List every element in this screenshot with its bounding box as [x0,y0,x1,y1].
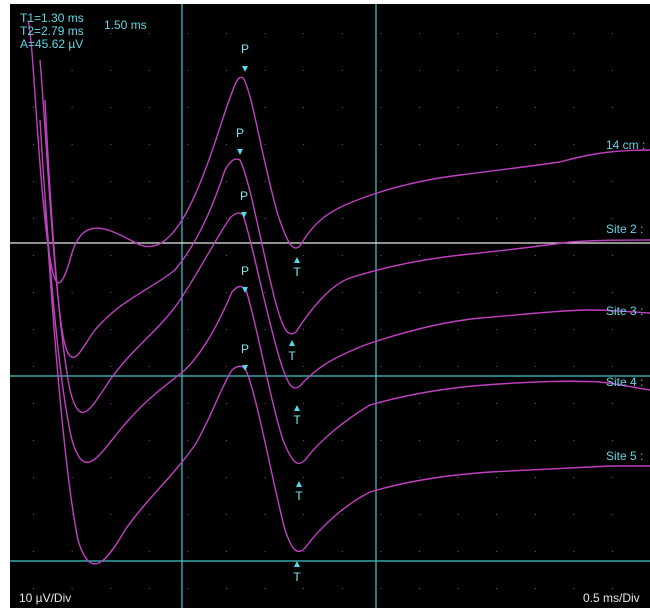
trace-label-3[interactable]: Site 3 : [606,304,644,318]
peak-marker-label-5: P [240,342,249,356]
amplitude-readout: A=45.62 µV [20,37,84,51]
trough-marker-label-1: T [293,265,301,279]
trough-marker-1[interactable] [294,257,300,263]
trough-marker-4[interactable] [296,481,302,487]
display-background [10,4,650,608]
delta-time-readout: 1.50 ms [104,18,147,32]
peak-marker-label-3: P [239,189,248,203]
trace-label-4[interactable]: Site 4 : [606,375,644,389]
trough-marker-label-5: T [293,570,301,584]
peak-marker-3[interactable] [241,212,247,218]
peak-marker-4[interactable] [242,287,248,293]
sweep-speed-scale: 0.5 ms/Div [583,591,640,605]
grid-dots [33,33,613,589]
trace-label-2[interactable]: Site 2 : [606,222,644,236]
waveform-trace-2[interactable] [39,59,650,358]
trace-label-5[interactable]: Site 5 : [606,449,644,463]
peak-marker-2[interactable] [237,149,243,155]
peak-marker-label-4: P [240,264,249,278]
waveform-trace-3[interactable] [44,99,650,414]
waveform-trace-4[interactable] [39,119,650,465]
peak-marker-label-1: P [240,42,249,56]
peak-marker-label-2: P [235,126,244,140]
trace-group [27,19,650,565]
cursor-t2-readout: T2=2.79 ms [20,24,84,38]
sensitivity-scale: 10 µV/Div [19,591,72,605]
trough-marker-label-2: T [288,349,296,363]
peak-marker-1[interactable] [242,66,248,72]
trough-marker-3[interactable] [294,405,300,411]
trough-marker-label-3: T [293,413,301,427]
trough-marker-5[interactable] [294,561,300,567]
trace-label-1[interactable]: 14 cm : [606,138,646,152]
cursor-lines [10,4,650,608]
waveform-trace-5[interactable] [44,199,650,565]
peak-marker-5[interactable] [242,365,248,371]
cursor-t1-readout: T1=1.30 ms [20,11,84,25]
trough-marker-label-4: T [295,489,303,503]
trough-marker-2[interactable] [289,340,295,346]
